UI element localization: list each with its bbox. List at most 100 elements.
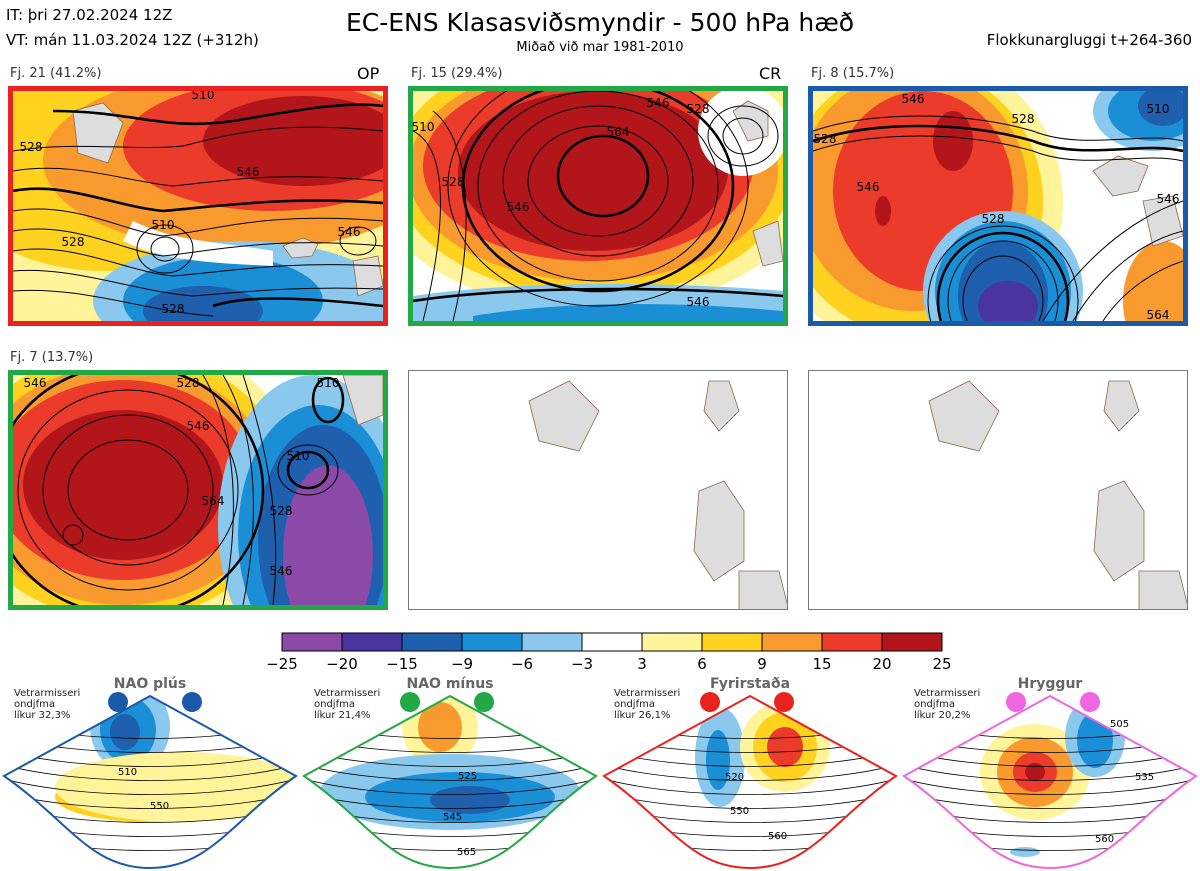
regime-contour-label: 545 (443, 812, 462, 823)
cluster-1-map: 510 528 546 546 528 510 528 (8, 86, 388, 326)
colorbar-tick-label: 9 (757, 655, 767, 673)
contour-label: 510 (152, 218, 175, 232)
colorbar-tick-label: −3 (570, 655, 594, 673)
contour-label: 528 (442, 175, 465, 189)
empty-map-panel (808, 370, 1188, 610)
cluster-3-label: Fj. 8 (15.7%) (811, 66, 895, 81)
contour-label: 546 (270, 564, 293, 578)
colorbar-segment (461, 632, 523, 652)
regime-title: Fyrirstaða (709, 676, 791, 692)
classification-window: Flokkunargluggi t+264-360 (986, 31, 1192, 49)
regime-info-line: líkur 21,4% (314, 710, 371, 721)
cluster-3-map: 528 528 546 528 546 510 546 564 (808, 86, 1188, 326)
contour-label: 528 (814, 132, 837, 146)
colorbar-tick-label: 15 (812, 655, 832, 673)
cluster-2-label: Fj. 15 (29.4%) (411, 66, 503, 81)
cluster-1-tag: OP (357, 64, 380, 83)
anomaly-blob (767, 727, 803, 767)
contour-label: 546 (857, 180, 880, 194)
contour-label: 546 (338, 225, 361, 239)
valid-time: VT: mán 11.03.2024 12Z (+312h) (6, 31, 259, 49)
regime-contour-label: 505 (1110, 719, 1129, 730)
height-contour (604, 777, 896, 795)
colorbar-segment (821, 632, 883, 652)
contour-label: 528 (62, 235, 85, 249)
colorbar-tick-label: 25 (932, 655, 952, 673)
height-contour (304, 763, 596, 781)
colorbar-segment (401, 632, 463, 652)
regime-info: Vetrarmisseri ondjfma líkur 20,2% (914, 688, 980, 721)
regime-contour-label: 535 (1135, 772, 1154, 783)
colorbar-tick-label: −15 (386, 655, 418, 673)
regime-info-line: líkur 32,3% (14, 710, 71, 721)
cluster-1-label: Fj. 21 (41.2%) (10, 66, 102, 81)
empty-map-panel (408, 370, 788, 610)
regime-marker (1080, 692, 1100, 712)
contour-label: 546 (187, 419, 210, 433)
initial-time: IT: þri 27.02.2024 12Z (6, 6, 173, 24)
contour-label: 510 (1147, 102, 1170, 116)
anomaly-colorbar (281, 632, 943, 652)
regime-marker (108, 692, 128, 712)
contour-label: 528 (270, 504, 293, 518)
anomaly-blob (55, 752, 296, 822)
colorbar-segment (281, 632, 343, 652)
anomaly-blob (1025, 763, 1045, 781)
height-contour (4, 763, 296, 781)
contour-label: 564 (202, 494, 225, 508)
regime-contour-label: 560 (768, 831, 787, 842)
contour-label: 546 (507, 200, 530, 214)
contour-label: 546 (647, 96, 670, 110)
contour-label: 510 (287, 449, 310, 463)
cluster-4-map: 546 528 546 564 510 510 528 546 (8, 370, 388, 610)
contour-label: 528 (162, 302, 185, 316)
contour-label: 564 (1147, 308, 1170, 321)
colorbar-segment (581, 632, 643, 652)
contour-label: 546 (1157, 192, 1180, 206)
regime-outline (302, 694, 598, 870)
height-contour (604, 763, 896, 781)
cluster-2-tag: CR (759, 64, 782, 83)
regime-info-line: ondjfma (314, 699, 355, 710)
contour-label: 528 (20, 140, 43, 154)
anomaly-blob (1010, 847, 1040, 857)
colorbar-tick-label: 3 (637, 655, 647, 673)
regime-info-line: Vetrarmisseri (914, 688, 981, 699)
contour-label: 546 (24, 376, 47, 390)
regime-title: Hryggur (1017, 676, 1083, 692)
cluster-2-map: 510 528 564 546 528 546 546 (408, 86, 788, 326)
regime-contour-label: 550 (150, 801, 169, 812)
contour-label: 528 (177, 376, 200, 390)
regime-marker (182, 692, 202, 712)
regime-marker (474, 692, 494, 712)
colorbar-segment (701, 632, 763, 652)
regime-contour-label: 520 (725, 772, 744, 783)
regime-info-line: Vetrarmisseri (14, 688, 81, 699)
regime-info-line: Vetrarmisseri (314, 688, 381, 699)
regime-info-line: Vetrarmisseri (614, 688, 681, 699)
colorbar-tick-label: 6 (697, 655, 707, 673)
regime-info-line: ondjfma (914, 699, 955, 710)
regime-marker (700, 692, 720, 712)
regime-contour-label: 525 (458, 771, 477, 782)
height-contour (4, 777, 296, 795)
height-contour (304, 777, 596, 795)
regime-outline (2, 694, 298, 870)
colorbar-tick-label: −25 (266, 655, 298, 673)
colorbar-segment (761, 632, 823, 652)
anomaly-blob (418, 702, 462, 752)
regime-info-line: ondjfma (614, 699, 655, 710)
regime-info-line: líkur 26,1% (614, 710, 671, 721)
regime-info-line: ondjfma (14, 699, 55, 710)
contour-label: 546 (902, 92, 925, 106)
contour-label: 528 (687, 102, 710, 116)
page-title: EC-ENS Klasasviðsmyndir - 500 hPa hæð (345, 8, 855, 37)
page-subtitle: Miðað við mar 1981-2010 (516, 40, 684, 55)
colorbar-segment (521, 632, 583, 652)
regime-contour-label: 550 (730, 806, 749, 817)
regime-marker (400, 692, 420, 712)
cluster-4-label: Fj. 7 (13.7%) (10, 350, 94, 365)
contour-label: 510 (413, 120, 434, 134)
regime-info-line: líkur 20,2% (914, 710, 971, 721)
regime-contour-label: 510 (118, 767, 137, 778)
